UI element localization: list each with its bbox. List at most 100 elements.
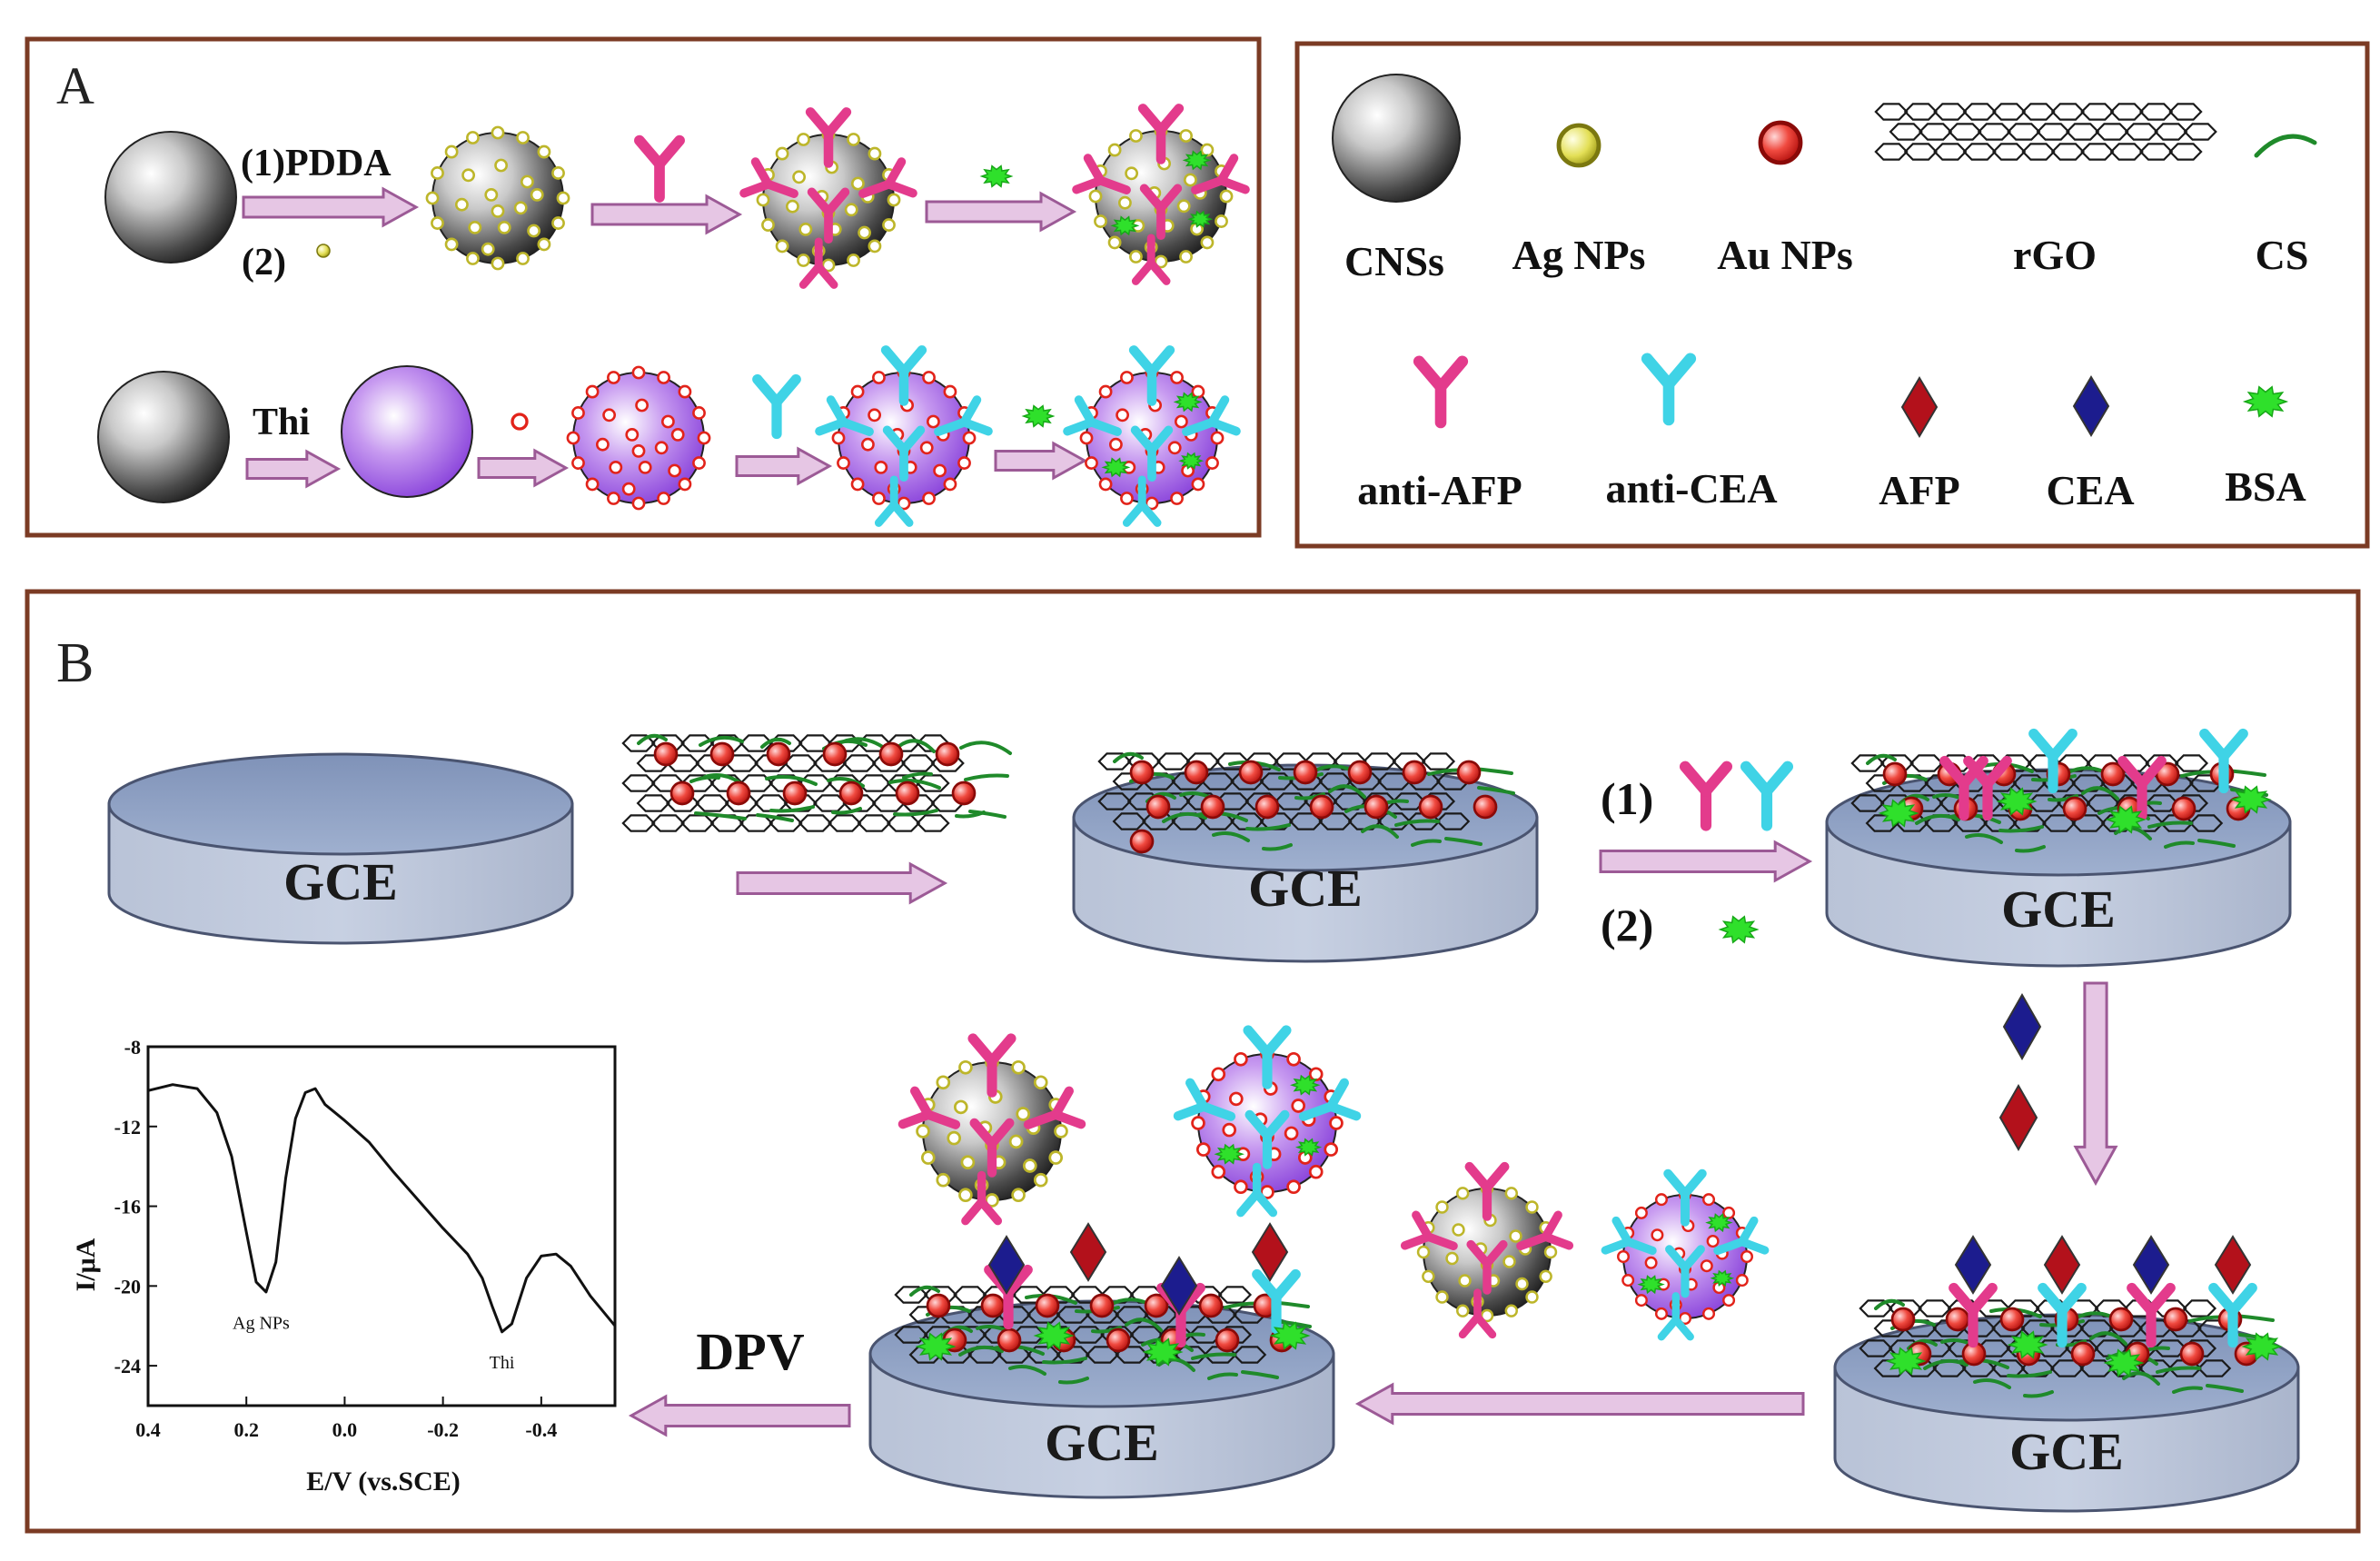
au-nanoparticle	[1184, 760, 1209, 785]
cs-strand	[831, 807, 862, 815]
probe-antibody	[805, 107, 852, 168]
surface-particle	[1191, 384, 1205, 399]
antibody-arm	[884, 179, 917, 198]
probe-antibody	[1023, 1086, 1086, 1129]
arrow-shape	[628, 1394, 851, 1437]
cea-antigen	[2002, 992, 2042, 1061]
cs-strand	[2147, 820, 2193, 829]
au-decorated-thi-cns	[566, 365, 711, 511]
cs-strand	[968, 810, 1007, 819]
captured-afp	[1251, 1222, 1289, 1282]
blocking-bsa	[2105, 805, 2147, 834]
dpv-curve	[147, 1083, 617, 1334]
rgo-icon	[1874, 103, 2217, 161]
surface-particle	[860, 437, 875, 452]
rgo-hexagon	[1377, 812, 1412, 830]
surface-particle	[1222, 1122, 1237, 1138]
gce-label-5: GCE	[1045, 1413, 1159, 1472]
au-nanoparticle	[1129, 829, 1155, 854]
surface-particle	[571, 456, 585, 470]
surface-particle	[887, 193, 901, 207]
surface-particle	[1108, 437, 1123, 452]
anti-afp-icon	[1413, 355, 1469, 429]
surface-particle	[916, 1124, 930, 1138]
au-thi-probe-free	[1601, 1168, 1770, 1341]
probe-antibody	[1601, 1216, 1657, 1256]
surface-particle	[1329, 1116, 1344, 1130]
immobilized-antibody	[2127, 1282, 2176, 1348]
rgo-hexagon	[2021, 103, 2056, 121]
au-nanoparticle	[1035, 1293, 1060, 1318]
surface-particle	[1219, 189, 1234, 204]
probe-bsa	[1705, 1213, 1733, 1233]
cs-strand	[1866, 753, 1897, 765]
surface-particle	[444, 144, 459, 159]
surface-particle	[1539, 1269, 1552, 1283]
antibody-arm	[1700, 761, 1733, 797]
surface-particle	[985, 1193, 999, 1208]
chart-plot-area	[146, 1045, 617, 1407]
cs-strand	[1191, 1352, 1236, 1360]
surface-particle	[1702, 1193, 1716, 1207]
rgo-hexagon	[1097, 792, 1132, 810]
probe-bsa	[1101, 457, 1131, 478]
cs-icon	[2254, 134, 2317, 158]
surface-particle	[1634, 1206, 1648, 1219]
rgo-hexagon	[1859, 1339, 1893, 1357]
probe-bsa	[1178, 452, 1205, 470]
surface-particle	[602, 408, 617, 423]
peak-annotation: Thi	[490, 1353, 515, 1373]
surface-particle	[1200, 235, 1215, 250]
antibody-arm	[899, 425, 926, 454]
captured-antigen	[2043, 1235, 2081, 1295]
surface-particle	[1324, 1142, 1339, 1157]
antibody-arm	[1681, 1168, 1707, 1198]
surface-particle	[797, 133, 810, 146]
surface-particle	[922, 371, 936, 384]
antibody-arm	[961, 1198, 987, 1226]
arrow-modify-step	[736, 861, 948, 905]
rgo-hexagon	[680, 814, 715, 832]
anti-afp-antibody	[634, 134, 685, 203]
surface-particle	[466, 252, 480, 265]
bsa-blob	[1021, 404, 1056, 428]
surface-particle	[847, 133, 860, 146]
probe-antibody	[1245, 1109, 1290, 1169]
surface-particle	[1679, 1312, 1691, 1325]
cs-strand	[2122, 1371, 2160, 1386]
au-nanoparticle	[2179, 1341, 2205, 1367]
ag-nps-icon	[1556, 123, 1602, 168]
surface-particle	[1011, 1188, 1026, 1203]
au-nanoparticle	[1945, 1307, 1970, 1332]
cs-strand	[958, 1345, 1004, 1357]
surface-particle	[668, 463, 682, 478]
probe-antibody	[880, 345, 927, 406]
surface-particle	[1120, 371, 1134, 384]
probe-antibody	[1713, 1216, 1770, 1256]
surface-particle	[947, 1130, 962, 1146]
blocking-bsa	[915, 1332, 957, 1361]
bsa-blob	[979, 164, 1014, 188]
antibody-arm	[1738, 1238, 1770, 1255]
surface-particle	[678, 477, 692, 492]
rgo-hexagon	[2138, 1359, 2173, 1377]
film-on-electrode	[1859, 1298, 2276, 1398]
surface-particle	[926, 414, 940, 429]
probe-bsa	[1182, 150, 1212, 171]
rgo-hexagon	[1318, 812, 1353, 830]
au-nanoparticle	[1999, 1307, 2025, 1332]
au-nanoparticle	[1200, 794, 1225, 820]
antibody-arm	[771, 373, 801, 408]
surface-particle	[1435, 1200, 1449, 1214]
surface-particle	[850, 384, 865, 399]
rgo-hexagon	[894, 1326, 928, 1344]
rgo-hexagon	[695, 794, 729, 812]
antibody-arm	[1083, 154, 1106, 185]
antibody-arm	[1611, 1216, 1632, 1247]
rgo-hexagon	[1933, 103, 1968, 121]
au-nanoparticle	[935, 741, 960, 767]
surface-particle	[494, 158, 509, 173]
surface-particle	[1094, 214, 1107, 228]
rgo-hexagon	[1259, 812, 1294, 830]
au-nanoparticle	[2070, 1341, 2096, 1367]
